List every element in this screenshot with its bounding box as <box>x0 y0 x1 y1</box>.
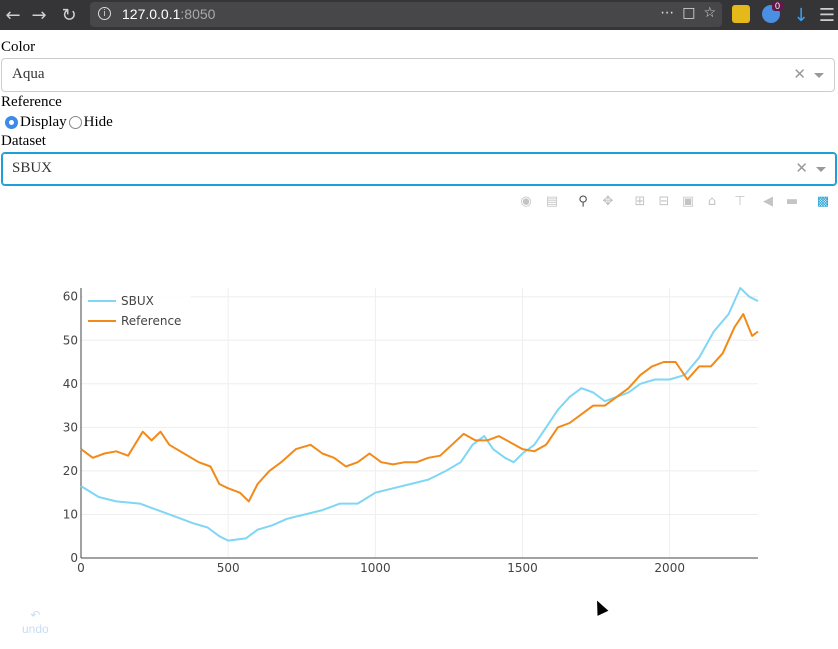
hover-compare-icon[interactable]: ▬ <box>785 194 799 209</box>
y-tick-label: 20 <box>63 464 78 478</box>
dataset-dropdown-value: SBUX <box>12 160 53 176</box>
menu-icon[interactable]: ☰ <box>818 4 836 26</box>
y-tick-label: 50 <box>63 333 78 347</box>
x-tick-label: 0 <box>77 561 85 575</box>
page-content: Color Aqua ✕ Reference Display Hide Data… <box>0 30 838 649</box>
legend-label-reference: Reference <box>121 314 181 328</box>
forward-arrow-icon[interactable]: → <box>31 4 47 26</box>
browser-toolbar: ← → ↻ i 127.0.0.1:8050 ⋯ □ ☆ 0 ↓ ☰ <box>0 0 838 30</box>
series-line-sbux <box>80 287 759 542</box>
radio-hide-label[interactable]: Hide <box>83 114 113 130</box>
y-tick-label: 40 <box>63 377 78 391</box>
radio-display-label[interactable]: Display <box>20 114 67 130</box>
x-tick-label: 500 <box>217 561 240 575</box>
reference-label: Reference <box>1 94 62 110</box>
legend-label-sbux: SBUX <box>121 294 154 308</box>
badge-count: 0 <box>772 1 784 11</box>
save-icon[interactable]: ▤ <box>545 194 559 209</box>
plotly-logo-icon[interactable]: ▩ <box>816 194 830 209</box>
info-icon[interactable]: i <box>98 7 111 20</box>
x-tick-label: 1000 <box>360 561 391 575</box>
y-tick-label: 60 <box>63 290 78 304</box>
spike-lines-icon[interactable]: ⊤ <box>734 194 746 209</box>
x-tick-label: 2000 <box>654 561 685 575</box>
zoom-in-icon[interactable]: ⊞ <box>634 194 646 209</box>
dataset-dropdown[interactable]: SBUX ✕ <box>1 152 837 186</box>
y-tick-label: 10 <box>63 507 78 521</box>
zoom-icon[interactable]: ⚲ <box>578 194 588 209</box>
caret-down-icon[interactable] <box>814 73 824 78</box>
y-tick-label: 0 <box>70 551 78 565</box>
zoom-out-icon[interactable]: ⊟ <box>658 194 670 209</box>
reload-icon[interactable]: ↻ <box>61 4 77 26</box>
hover-closest-icon[interactable]: ◀ <box>763 194 773 209</box>
series-line-reference <box>80 313 759 503</box>
url-text: 127.0.0.1:8050 <box>122 6 215 22</box>
autoscale-icon[interactable]: ▣ <box>681 194 695 209</box>
camera-icon[interactable]: ◉ <box>520 194 532 209</box>
color-dropdown-value: Aqua <box>12 66 45 82</box>
undo-control[interactable]: ↶ undo <box>22 608 49 636</box>
x-tick-label: 1500 <box>507 561 538 575</box>
color-dropdown[interactable]: Aqua ✕ <box>1 58 835 92</box>
download-icon[interactable]: ↓ <box>793 4 809 26</box>
color-label: Color <box>1 39 36 55</box>
page-actions-icon[interactable]: ⋯ <box>660 5 675 21</box>
address-bar[interactable]: i 127.0.0.1:8050 ⋯ □ ☆ <box>90 2 722 27</box>
url-port: :8050 <box>180 6 216 22</box>
y-tick-label: 30 <box>63 420 78 434</box>
pan-icon[interactable]: ✥ <box>602 194 614 209</box>
bookmark-star-icon[interactable]: ☆ <box>703 5 716 21</box>
url-host: 127.0.0.1 <box>122 6 181 22</box>
radio-display[interactable] <box>5 116 18 129</box>
caret-down-icon[interactable] <box>816 167 826 172</box>
dataset-label: Dataset <box>1 133 46 149</box>
back-arrow-icon[interactable]: ← <box>5 4 21 26</box>
extension-icon[interactable] <box>732 5 750 23</box>
radio-hide[interactable] <box>68 116 82 129</box>
legend-background <box>83 291 191 335</box>
undo-icon: ↶ <box>30 608 41 622</box>
home-icon[interactable]: ⌂ <box>707 194 717 209</box>
reference-radio-group: Display Hide <box>5 114 113 131</box>
pocket-icon[interactable]: □ <box>682 5 696 21</box>
clear-icon[interactable]: ✕ <box>793 65 806 83</box>
undo-label: undo <box>22 622 49 636</box>
clear-icon[interactable]: ✕ <box>795 159 808 177</box>
